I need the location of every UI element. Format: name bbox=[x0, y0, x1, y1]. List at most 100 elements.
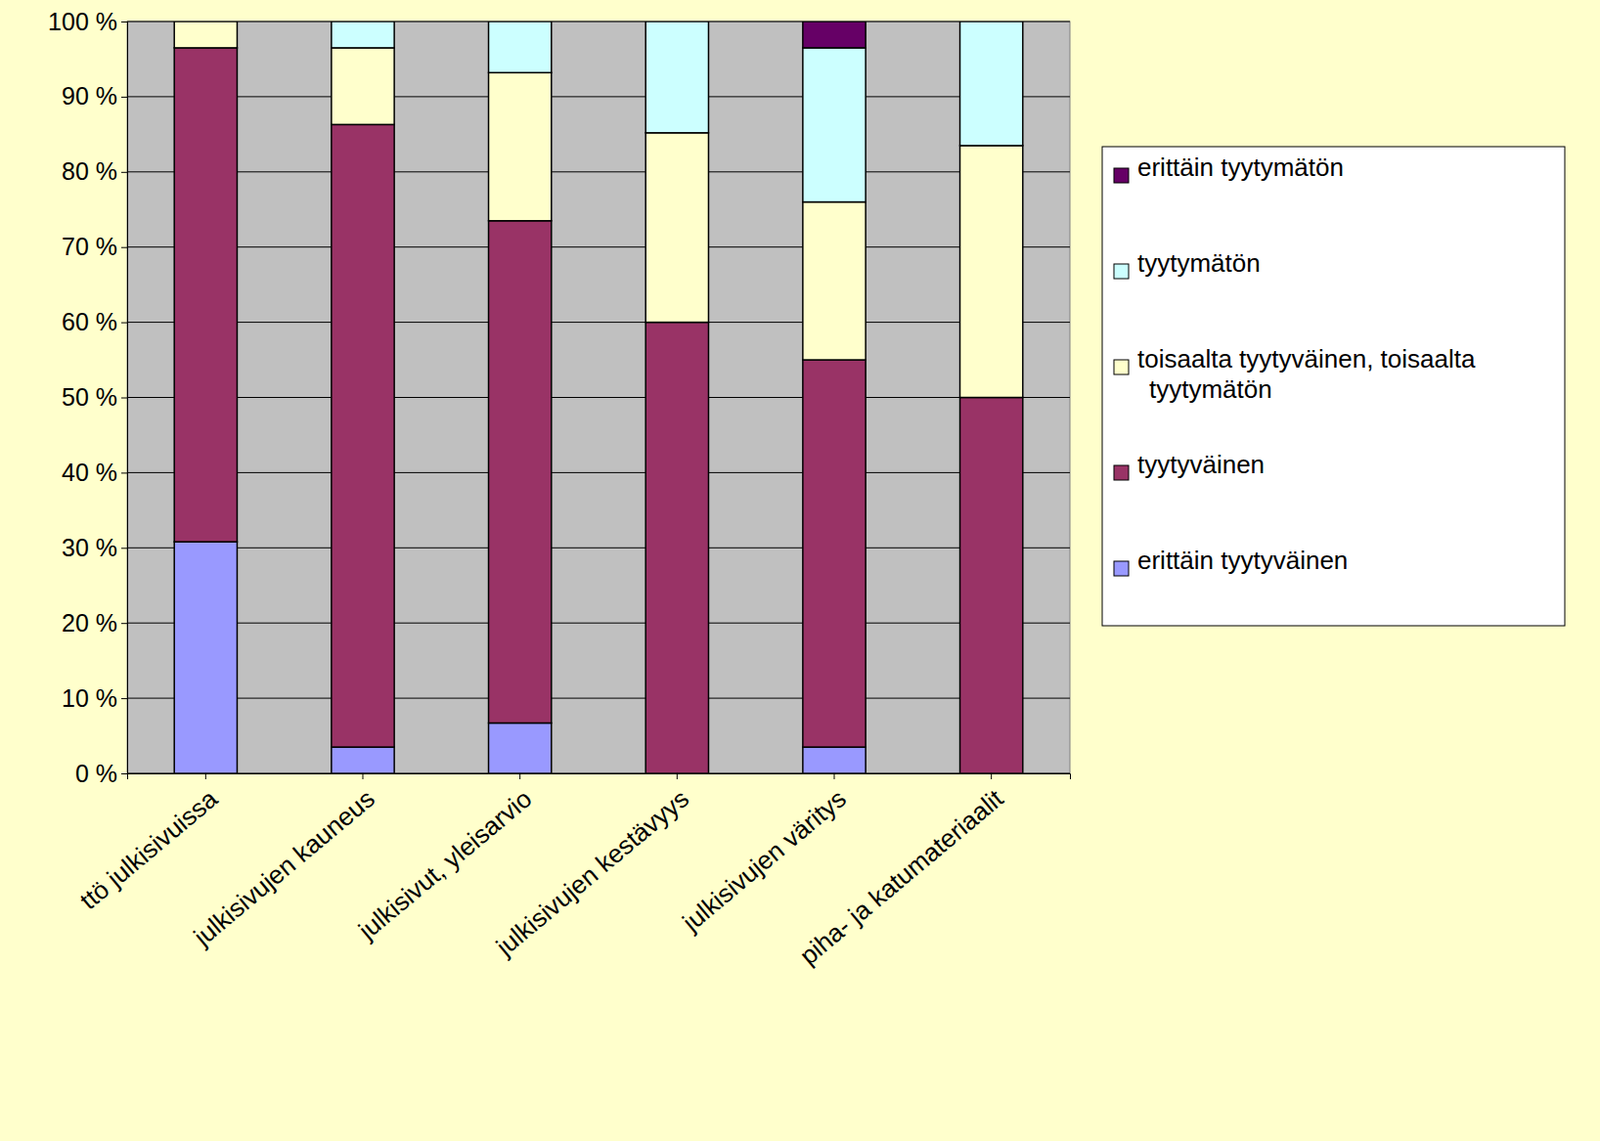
tick: 80 % bbox=[61, 157, 128, 185]
legend-swatch bbox=[1113, 264, 1129, 279]
tick: 0 % bbox=[75, 759, 128, 788]
bar-segment bbox=[488, 21, 552, 23]
axis-line bbox=[128, 774, 1071, 781]
bar-segment bbox=[645, 21, 709, 134]
bar-segment bbox=[174, 541, 237, 774]
tick-mark bbox=[519, 773, 521, 780]
bar-segment bbox=[174, 21, 237, 48]
series bbox=[174, 47, 1023, 774]
tick-label: 30 % bbox=[61, 533, 118, 562]
bar-segment bbox=[174, 21, 237, 23]
tick-label: 80 % bbox=[61, 157, 118, 185]
tick: 20 % bbox=[61, 609, 128, 637]
legend-label: tyytyväinen bbox=[1137, 449, 1265, 480]
bar-segment bbox=[802, 747, 866, 774]
tick: piha- ja katumateriaalit bbox=[794, 773, 1010, 972]
x-axis: ttö julkisivuissajulkisivujen kauneusjul… bbox=[74, 773, 1071, 972]
tick-label: 40 % bbox=[61, 458, 118, 487]
bar-segment bbox=[488, 72, 552, 221]
bars bbox=[174, 21, 1023, 774]
bar-segment bbox=[802, 359, 866, 748]
tick-mark bbox=[121, 21, 128, 23]
tick-label: 100 % bbox=[47, 7, 118, 36]
tick-mark bbox=[121, 698, 128, 700]
tick-label: 70 % bbox=[61, 232, 118, 261]
category-label: piha- ja katumateriaalit bbox=[794, 783, 1010, 972]
tick-mark bbox=[205, 773, 207, 780]
tick: 60 % bbox=[61, 308, 128, 336]
grid-line bbox=[127, 397, 1070, 399]
series bbox=[331, 21, 1023, 203]
tick-label: 20 % bbox=[61, 609, 118, 637]
series bbox=[802, 21, 866, 48]
bar-segment bbox=[960, 145, 1023, 399]
tick-mark bbox=[121, 398, 128, 400]
tick: 10 % bbox=[61, 684, 128, 712]
tick-mark bbox=[121, 247, 128, 249]
legend-label: erittäin tyytymätön bbox=[1137, 152, 1344, 182]
tick-label: 50 % bbox=[61, 383, 118, 411]
legend-swatch bbox=[1113, 168, 1129, 183]
tick: julkisivujen väritys bbox=[675, 773, 851, 938]
category-label: julkisivujen väritys bbox=[675, 784, 851, 938]
bar-segment bbox=[331, 747, 395, 774]
category-label: julkisivujen kauneus bbox=[187, 784, 381, 953]
category-label: julkisivujen kestävyys bbox=[489, 784, 695, 963]
grid-line bbox=[127, 622, 1070, 624]
tick: ttö julkisivuissa bbox=[74, 773, 224, 916]
category-label: julkisivut, yleisarvio bbox=[352, 784, 537, 947]
legend-label: toisaalta tyytyväinen, toisaaltatyytymät… bbox=[1137, 344, 1476, 404]
tick-mark bbox=[121, 96, 128, 98]
plot-background bbox=[127, 21, 1070, 774]
legend-swatch bbox=[1113, 359, 1129, 375]
tick-label: 60 % bbox=[61, 308, 118, 336]
tick: julkisivujen kauneus bbox=[187, 773, 381, 953]
bar-segment bbox=[174, 47, 237, 542]
grid-line bbox=[127, 95, 1070, 97]
grid-line bbox=[127, 698, 1070, 700]
tick-mark bbox=[990, 773, 992, 780]
tick-mark bbox=[121, 322, 128, 324]
chart: 0 % 10 % 20 % 30 % 40 % 50 % 60 % 70 % 80 % 90 % 1… bbox=[0, 0, 1600, 1141]
tick-mark bbox=[121, 622, 128, 624]
grid-line bbox=[127, 171, 1070, 173]
bar-segment bbox=[488, 722, 552, 774]
tick: 30 % bbox=[61, 533, 128, 562]
tick: 40 % bbox=[61, 458, 128, 487]
legend-swatch bbox=[1113, 561, 1129, 577]
tick-mark bbox=[834, 773, 836, 780]
bar-segment bbox=[645, 133, 709, 323]
y-axis: 0 % 10 % 20 % 30 % 40 % 50 % 60 % 70 % 80 % 90 % 1… bbox=[47, 7, 128, 788]
legend-item: tyytymätön bbox=[1113, 248, 1261, 279]
legend-item: tyytyväinen bbox=[1113, 449, 1265, 481]
axis-line bbox=[121, 22, 129, 775]
tick: 50 % bbox=[61, 383, 128, 411]
grid-line bbox=[127, 21, 1070, 23]
grid-line bbox=[127, 321, 1070, 323]
bar-segment bbox=[645, 322, 709, 774]
bar-segment bbox=[488, 221, 552, 724]
legend-box bbox=[1102, 146, 1565, 626]
tick: julkisivut, yleisarvio bbox=[352, 773, 537, 946]
legend-item: erittäin tyytyväinen bbox=[1113, 545, 1348, 577]
bar-segment bbox=[331, 47, 395, 125]
bar-segment bbox=[960, 398, 1023, 775]
legend: erittäin tyytymätön tyytymätön toisaalta t… bbox=[1102, 146, 1565, 626]
tick-mark bbox=[121, 172, 128, 174]
bar-segment bbox=[802, 47, 866, 203]
grid bbox=[127, 21, 1070, 774]
grid-line bbox=[127, 246, 1070, 248]
bar-segment bbox=[174, 21, 237, 23]
legend-label: tyytymätön bbox=[1137, 248, 1261, 278]
tick: 70 % bbox=[61, 232, 128, 261]
grid-line bbox=[127, 472, 1070, 474]
tick-mark bbox=[362, 773, 364, 780]
tick-mark bbox=[676, 773, 678, 780]
bar-segment bbox=[802, 21, 866, 48]
bar-segment bbox=[488, 21, 552, 73]
tick-mark bbox=[121, 472, 128, 474]
tick-label: 10 % bbox=[61, 684, 118, 712]
legend-item: erittäin tyytymätön bbox=[1113, 152, 1344, 183]
tick-label: 90 % bbox=[61, 82, 118, 110]
legend-item: toisaalta tyytyväinen, toisaaltatyytymät… bbox=[1113, 344, 1476, 404]
